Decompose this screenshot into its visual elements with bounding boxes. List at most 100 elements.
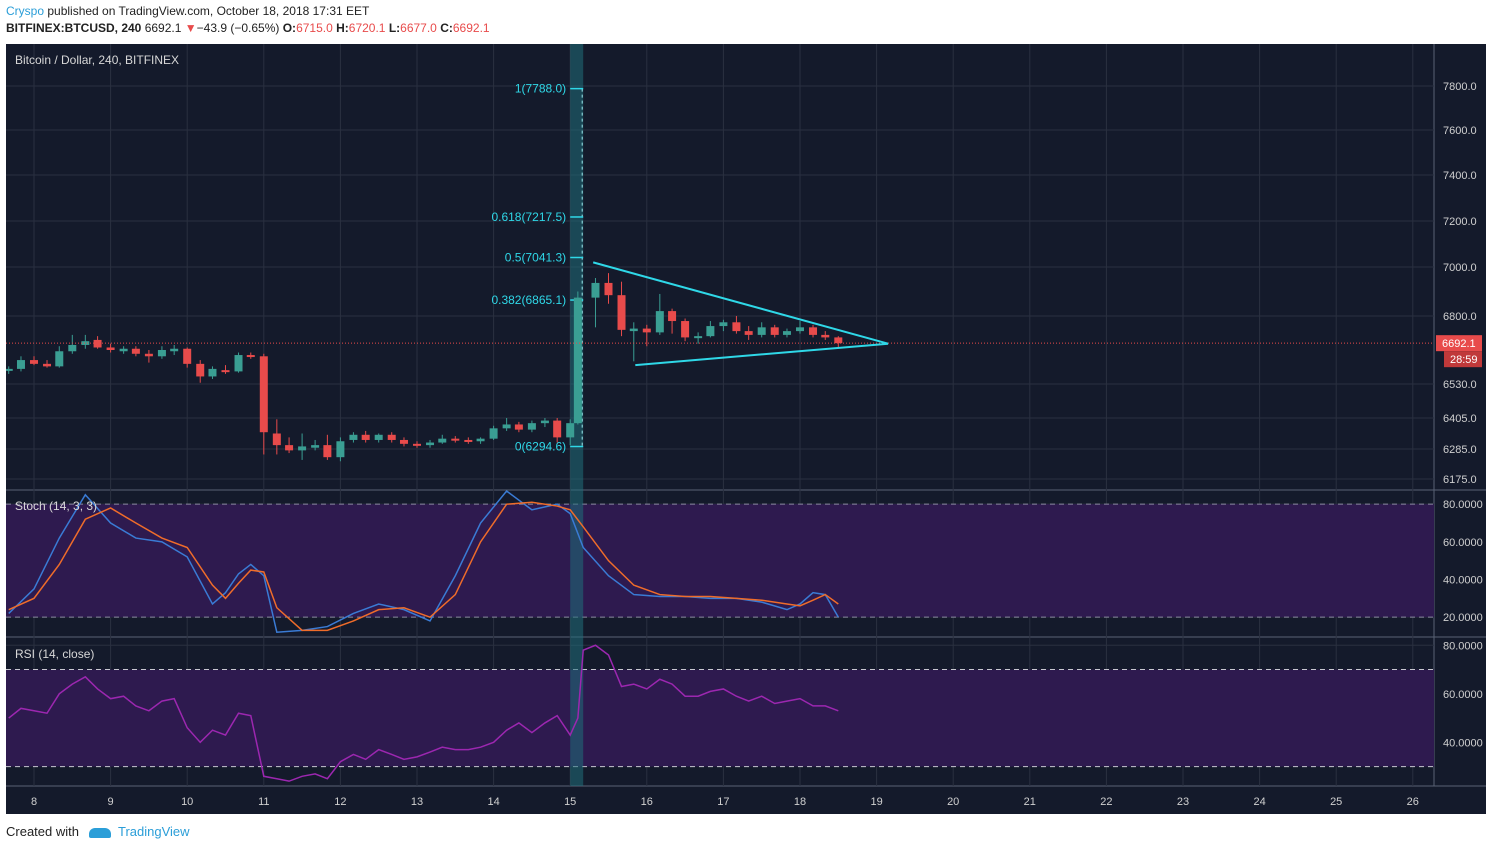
rsi-pane-title: RSI (14, close) <box>15 647 94 661</box>
candle-body <box>540 420 549 424</box>
stoch-tick-label: 20.0000 <box>1443 612 1483 624</box>
candle-body <box>68 344 77 352</box>
candle-body <box>426 442 435 446</box>
symbol-line: BITFINEX:BTCUSD, 240 <box>6 21 142 35</box>
candle-body <box>629 328 638 332</box>
x-tick-label: 9 <box>108 796 114 808</box>
candle-body <box>782 331 791 335</box>
candle-body <box>796 327 804 332</box>
triangle-lower-line <box>635 342 889 367</box>
x-tick-label: 19 <box>870 796 882 808</box>
stoch-pane-title: Stoch (14, 3, 3) <box>15 499 97 513</box>
tradingview-link[interactable]: TradingView <box>118 824 190 839</box>
rsi-tick-label: 40.0000 <box>1443 737 1483 749</box>
candle-body <box>81 341 90 345</box>
main-pane-title: Bitcoin / Dollar, 240, BITFINEX <box>15 53 179 67</box>
candle-body <box>323 445 332 458</box>
candle-body <box>336 441 345 458</box>
y-tick-label: 6175.0 <box>1443 474 1477 486</box>
candle-body <box>451 438 460 441</box>
x-tick-label: 23 <box>1177 796 1189 808</box>
candle-body <box>259 356 268 433</box>
down-arrow-icon: ▼ <box>184 21 197 35</box>
candle-body <box>744 331 753 335</box>
candle-body <box>681 321 690 338</box>
rsi-band <box>6 669 1434 767</box>
x-tick-label: 15 <box>564 796 576 808</box>
candle-body <box>413 443 421 446</box>
created-with-text: Created with <box>6 824 79 839</box>
candle-body <box>170 348 179 352</box>
author-link[interactable]: Cryspo <box>6 4 45 18</box>
candle-body <box>196 363 205 377</box>
triangle-pattern[interactable] <box>592 261 889 367</box>
candle-body <box>6 368 13 371</box>
candle-body <box>16 360 25 369</box>
candle-body <box>349 434 358 440</box>
candle-body <box>361 434 370 440</box>
candle-body <box>106 347 115 350</box>
x-tick-label: 22 <box>1100 796 1112 808</box>
high-label: H: <box>336 21 349 35</box>
fib-retracement[interactable]: 1(7788.0) 0.618(7217.5) 0.5(7041.3) 0.382(6… <box>491 44 584 786</box>
candle-body <box>668 311 677 322</box>
candle-body <box>208 368 217 377</box>
candles-layer <box>6 273 1434 462</box>
x-tick-label: 12 <box>334 796 346 808</box>
candle-body <box>566 423 575 438</box>
candle-body <box>221 370 230 373</box>
candle-body <box>246 355 255 358</box>
candle-body <box>298 446 307 451</box>
last-price-label: 6692.1 <box>1442 338 1476 350</box>
fib-level-label: 1(7788.0) <box>515 82 566 96</box>
stoch-d-line <box>8 501 839 632</box>
candle-body <box>604 282 613 296</box>
candle-body <box>234 355 243 372</box>
candle-body <box>55 351 64 367</box>
candle-body <box>374 434 383 440</box>
footer: Created with TradingView <box>6 824 190 839</box>
candle-body <box>183 348 192 364</box>
countdown-label: 28:59 <box>1450 354 1478 366</box>
candle-body <box>438 438 447 443</box>
x-tick-label: 25 <box>1330 796 1342 808</box>
candle-body <box>809 327 818 335</box>
rsi-tick-label: 80.0000 <box>1443 640 1483 652</box>
x-tick-label: 10 <box>181 796 193 808</box>
x-tick-label: 16 <box>641 796 653 808</box>
candle-body <box>514 424 523 430</box>
open-value: 6715.0 <box>296 21 333 35</box>
close-label: C: <box>440 21 453 35</box>
stoch-band <box>6 504 1434 618</box>
candle-body <box>387 434 396 440</box>
x-tick-label: 13 <box>411 796 423 808</box>
y-tick-label: 7000.0 <box>1443 262 1477 274</box>
y-tick-label: 6405.0 <box>1443 413 1477 425</box>
fib-level-label: 0.618(7217.5) <box>491 210 566 224</box>
candle-body <box>464 439 473 442</box>
fib-level-label: 0.5(7041.3) <box>505 251 566 265</box>
candle-body <box>573 297 582 424</box>
candle-body <box>655 311 664 333</box>
y-tick-label: 7600.0 <box>1443 125 1477 137</box>
y-tick-label: 6530.0 <box>1443 379 1477 391</box>
candle-body <box>119 348 128 352</box>
candle-body <box>157 350 166 357</box>
published-text: published on TradingView.com, October 18… <box>44 4 370 18</box>
chart-canvas[interactable]: 1(7788.0) 0.618(7217.5) 0.5(7041.3) 0.382(6… <box>6 44 1486 814</box>
x-tick-label: 21 <box>1024 796 1036 808</box>
candle-body <box>93 339 102 348</box>
triangle-upper-line <box>592 261 889 345</box>
y-tick-label: 7800.0 <box>1443 81 1477 93</box>
candle-body <box>272 433 281 446</box>
candle-body <box>706 326 715 337</box>
candle-body <box>489 428 498 439</box>
candle-body <box>553 420 562 438</box>
x-tick-label: 14 <box>487 796 499 808</box>
candle-body <box>732 322 741 332</box>
x-tick-label: 20 <box>947 796 959 808</box>
candle-body <box>821 334 830 338</box>
candle-body <box>834 337 843 344</box>
candle-body <box>43 363 52 367</box>
x-tick-label: 18 <box>794 796 806 808</box>
